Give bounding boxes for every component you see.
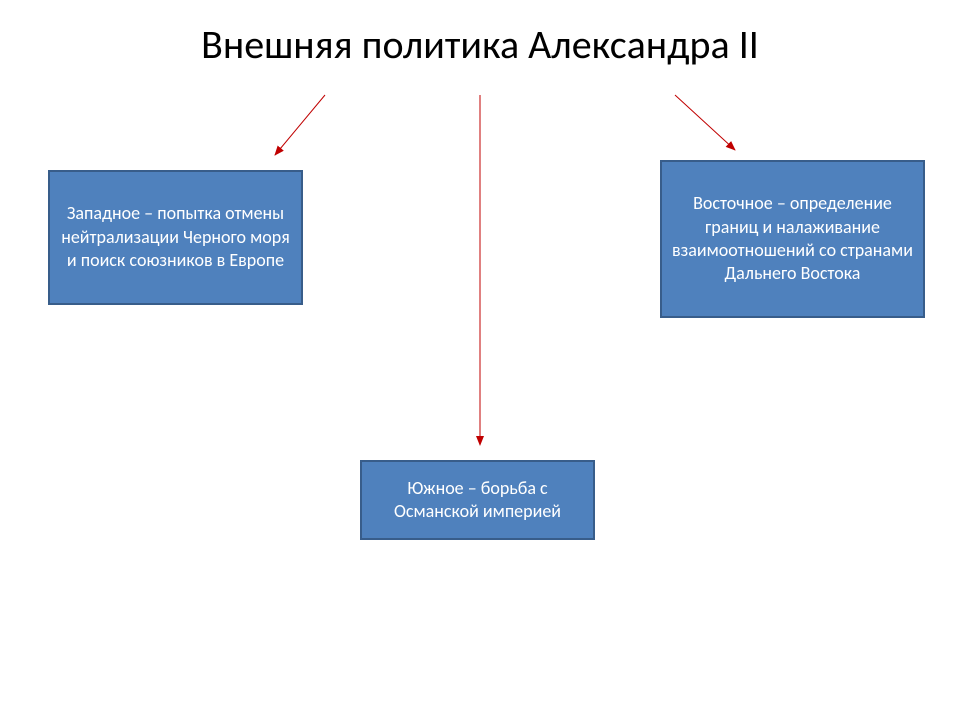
page-title: Внешняя политика Александра II: [0, 20, 960, 69]
node-west: Западное – попытка отмены нейтрализации …: [48, 170, 303, 305]
arrow-east: [675, 95, 735, 150]
node-east: Восточное – определение границ и налажив…: [660, 160, 925, 318]
node-east-text: Восточное – определение границ и налажив…: [672, 192, 913, 286]
arrow-west: [275, 95, 325, 155]
node-west-text: Западное – попытка отмены нейтрализации …: [60, 202, 291, 272]
node-south: Южное – борьба с Османской империей: [360, 460, 595, 540]
arrows-layer: [0, 0, 960, 720]
node-south-text: Южное – борьба с Османской империей: [372, 477, 583, 524]
